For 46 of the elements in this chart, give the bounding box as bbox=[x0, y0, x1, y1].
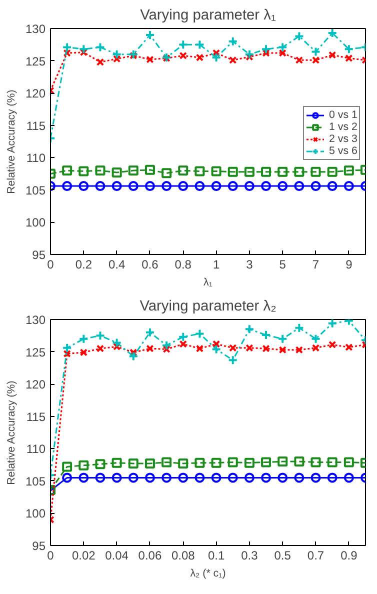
x-tick-label: 1 bbox=[212, 258, 220, 272]
y-axis-title: Relative Accuracy (%) bbox=[5, 380, 18, 485]
x-tick-label: 7 bbox=[312, 258, 320, 272]
y-tick-label: 95 bbox=[32, 539, 46, 553]
x-axis-title: λ₂ (* c₁) bbox=[190, 568, 226, 580]
y-tick-label: 125 bbox=[25, 54, 46, 68]
x-tick-label: 0.1 bbox=[208, 548, 225, 562]
y-tick-label: 100 bbox=[25, 506, 46, 521]
x-tick-label: 0.08 bbox=[171, 548, 196, 562]
x-tick-label: 0.5 bbox=[274, 548, 292, 562]
legend-label: 1 vs 2 bbox=[329, 121, 358, 133]
y-tick-label: 125 bbox=[25, 345, 46, 360]
chart-title: Varying parameter λ₁ bbox=[140, 8, 276, 24]
x-tick-label: 0.4 bbox=[108, 258, 126, 272]
y-tick-label: 105 bbox=[25, 183, 46, 198]
chart-title: Varying parameter λ₂ bbox=[140, 298, 276, 314]
x-tick-label: 0.9 bbox=[340, 548, 358, 562]
y-tick-label: 100 bbox=[25, 216, 46, 230]
y-tick-label: 120 bbox=[25, 378, 46, 392]
legend-label: 5 vs 6 bbox=[329, 145, 358, 157]
x-tick-label: 0.2 bbox=[75, 258, 92, 272]
y-axis-title: Relative Accuracy (%) bbox=[5, 90, 18, 194]
y-tick-label: 120 bbox=[25, 86, 46, 101]
x-tick-label: 0 bbox=[47, 258, 54, 272]
y-tick-label: 95 bbox=[32, 248, 46, 262]
y-tick-label: 110 bbox=[26, 442, 46, 456]
x-tick-label: 5 bbox=[279, 258, 286, 272]
y-tick-label: 105 bbox=[25, 474, 46, 488]
x-tick-label: 9 bbox=[346, 258, 353, 272]
x-tick-label: 3 bbox=[246, 258, 254, 272]
x-tick-label: 0.06 bbox=[138, 548, 162, 562]
x-tick-label: 0.6 bbox=[142, 258, 159, 272]
legend-label: 2 vs 3 bbox=[329, 133, 358, 145]
y-tick-label: 115 bbox=[26, 118, 46, 133]
x-tick-label: 0.04 bbox=[105, 548, 129, 562]
x-axis-title: λ₁ bbox=[204, 276, 213, 288]
x-tick-label: 0.02 bbox=[72, 548, 96, 562]
x-tick-label: 0.3 bbox=[241, 548, 258, 562]
x-tick-label: 0.8 bbox=[174, 258, 192, 272]
x-tick-label: 0 bbox=[47, 548, 54, 562]
y-tick-label: 130 bbox=[25, 313, 46, 327]
y-tick-label: 110 bbox=[26, 151, 46, 166]
legend-label: 0 vs 1 bbox=[329, 109, 358, 121]
y-tick-label: 115 bbox=[26, 410, 46, 424]
y-tick-label: 130 bbox=[25, 22, 46, 36]
x-tick-label: 0.7 bbox=[307, 548, 324, 562]
